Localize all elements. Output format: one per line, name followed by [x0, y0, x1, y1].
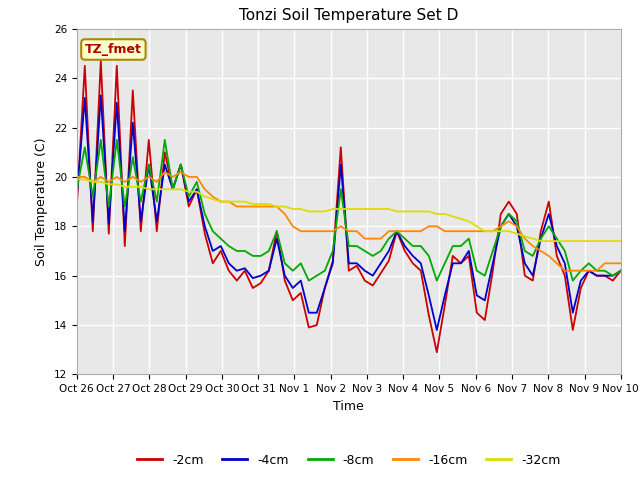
X-axis label: Time: Time	[333, 400, 364, 413]
Title: Tonzi Soil Temperature Set D: Tonzi Soil Temperature Set D	[239, 9, 458, 24]
Legend: -2cm, -4cm, -8cm, -16cm, -32cm: -2cm, -4cm, -8cm, -16cm, -32cm	[132, 449, 566, 472]
Text: TZ_fmet: TZ_fmet	[85, 43, 142, 56]
Y-axis label: Soil Temperature (C): Soil Temperature (C)	[35, 137, 48, 266]
